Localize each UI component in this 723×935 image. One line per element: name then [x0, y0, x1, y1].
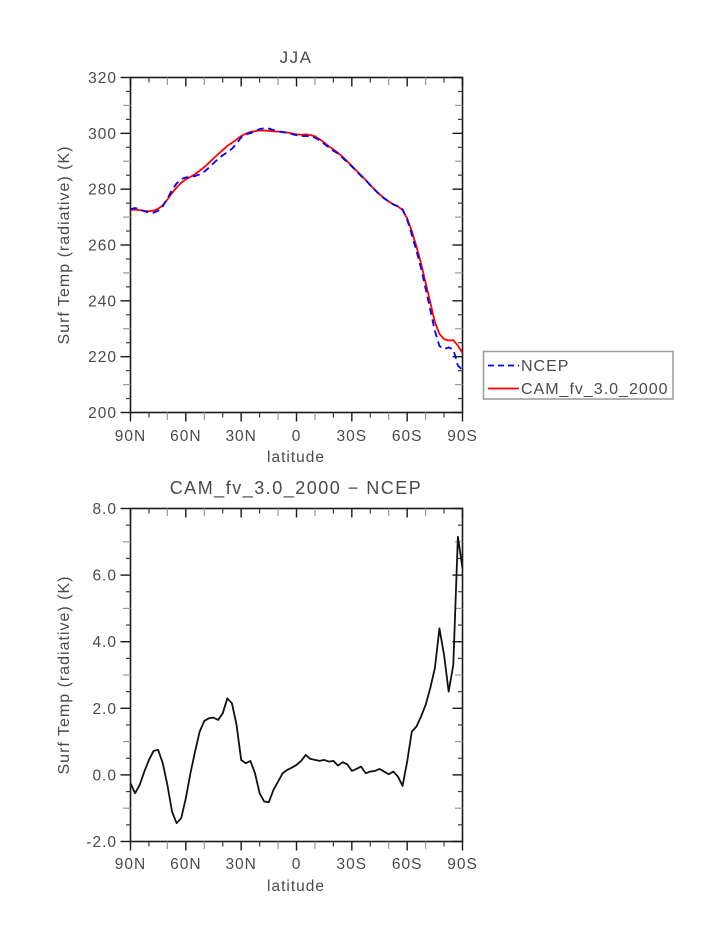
x-tick-label: 90S	[447, 428, 478, 445]
panel-1-title: JJA	[280, 48, 313, 67]
x-tick-label: 30N	[225, 428, 256, 445]
y-tick-label: 320	[88, 70, 117, 87]
y-tick-label: 280	[88, 182, 117, 199]
x-tick-label: 0	[292, 856, 302, 873]
y-tick-label: 200	[88, 405, 117, 422]
y-tick-label: 6.0	[92, 568, 117, 585]
y-tick-label: 8.0	[92, 501, 117, 518]
x-tick-label: 30S	[337, 428, 368, 445]
legend-cam-fv-3-0-2000-label: CAM_fv_3.0_2000	[521, 381, 669, 398]
x-tick-label: 90S	[447, 856, 478, 873]
plot-frame	[129, 507, 464, 843]
panel-2: 90N 60N 30N 0 30S 60S 90S -2.0 0.0 2.0 4.0 6.0 8.0 CA…	[56, 478, 478, 895]
ncep-line	[130, 127, 463, 371]
y-tick-label: 220	[88, 349, 117, 366]
x-tick-label: 30S	[337, 856, 368, 873]
panel-2-title: CAM_fv_3.0_2000 − NCEP	[170, 478, 423, 499]
y-tick-label: 4.0	[92, 634, 117, 651]
y-tick-label: 2.0	[92, 701, 117, 718]
y-axis-label: Surf Temp (radiative) (K)	[56, 146, 73, 345]
x-tick-label: 30N	[225, 856, 256, 873]
x-axis-label: latitude	[267, 449, 325, 466]
y-tick-label: 0.0	[92, 767, 117, 784]
y-tick-label: -2.0	[86, 834, 117, 851]
legend-box	[482, 350, 674, 400]
x-tick-label: 60N	[170, 856, 201, 873]
y-tick-label: 240	[88, 293, 117, 310]
x-tick-label: 90N	[115, 428, 146, 445]
x-axis-label: latitude	[267, 878, 325, 895]
legend: NCEP CAM_fv_3.0_2000	[482, 350, 674, 400]
plot-frame	[129, 76, 464, 414]
y-axis-label: Surf Temp (radiative) (K)	[56, 576, 73, 775]
x-tick-label: 60S	[392, 428, 423, 445]
x-tick-label: 60S	[392, 856, 423, 873]
legend-ncep-label: NCEP	[521, 358, 569, 375]
x-tick-label: 60N	[170, 428, 201, 445]
y-tick-label: 260	[88, 238, 117, 255]
x-tick-label: 0	[292, 428, 302, 445]
panel-1: 90N 60N 30N 0 30S 60S 90S 200 220 240 260 280 300 320…	[56, 48, 674, 466]
x-tick-label: 90N	[115, 856, 146, 873]
y-tick-label: 300	[88, 126, 117, 143]
cam-fv-3-0-2000-ncep-line	[130, 535, 463, 825]
cam-fv-3-0-2000-line	[130, 129, 463, 354]
